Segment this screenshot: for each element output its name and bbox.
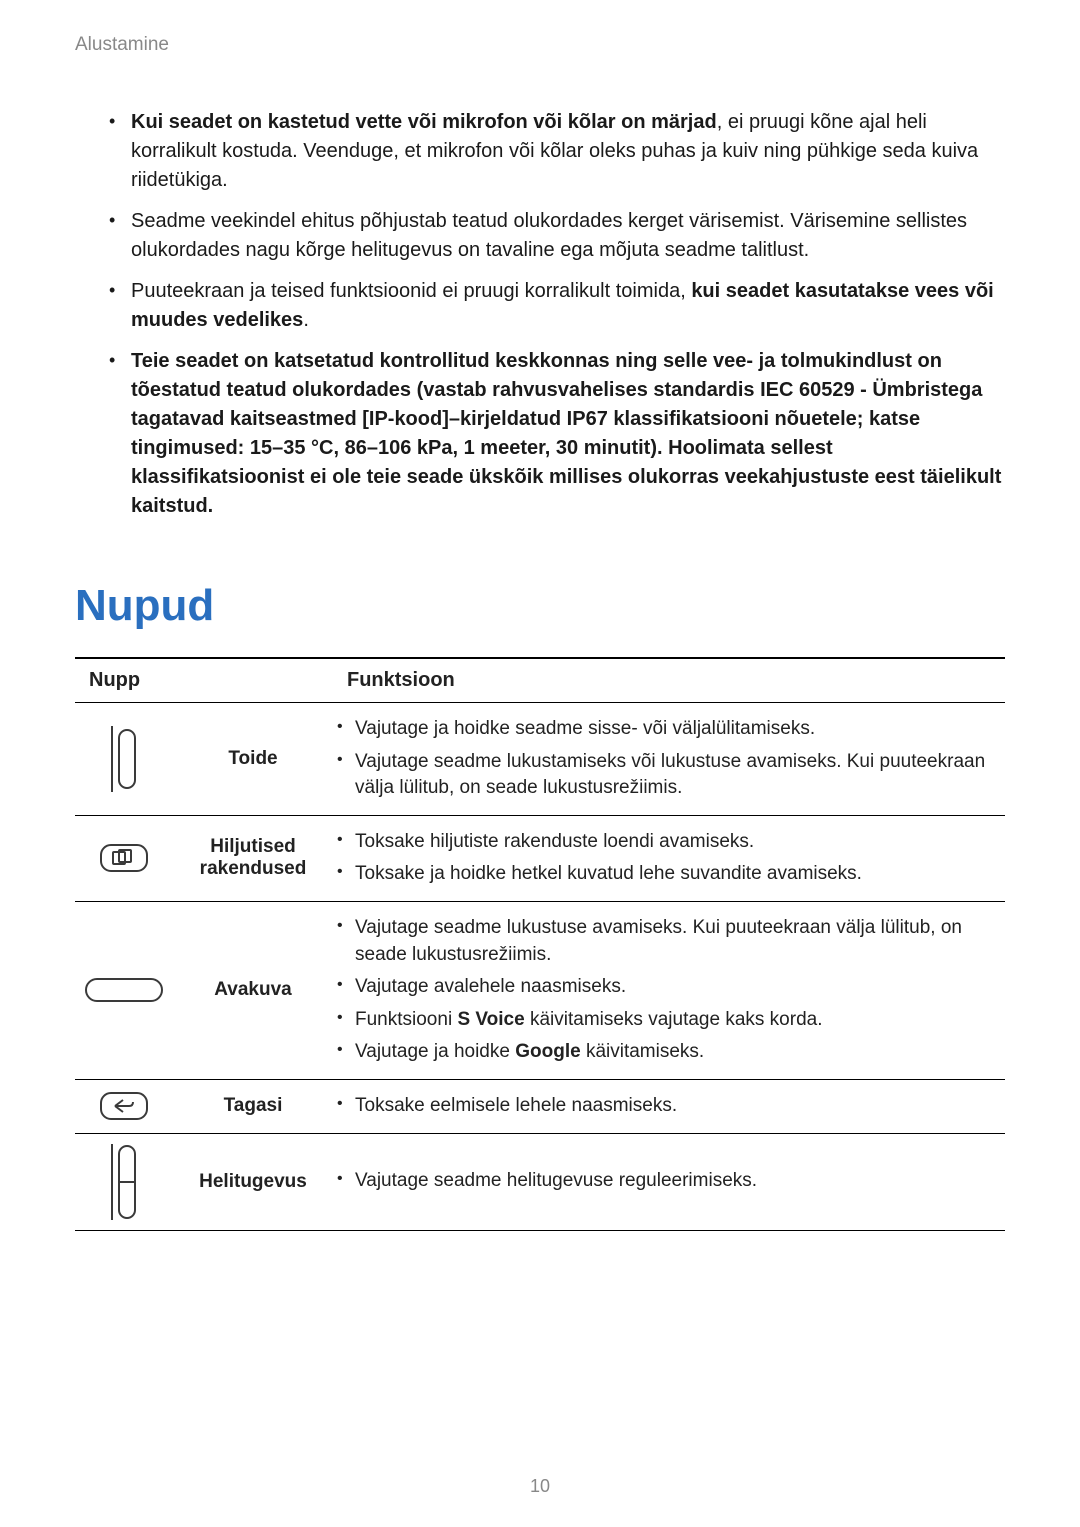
text-run: Teie seadet on katsetatud kontrollitud k… [131,350,1001,517]
text-run: Vajutage seadme lukustuse avamiseks. Kui… [355,917,962,965]
table-row: Toide Vajutage ja hoidke seadme sisse- võ… [75,703,1005,816]
key-label: Toide [173,703,333,816]
text-run: Kui seadet on kastetud vette või mikrofo… [131,111,717,133]
text-run: Vajutage seadme helitugevuse reguleerimi… [355,1170,757,1191]
key-label: Avakuva [173,901,333,1079]
key-function-cell: Toksake hiljutiste rakenduste loendi ava… [333,815,1005,901]
function-item: Toksake eelmisele lehele naasmiseks. [333,1090,995,1123]
text-run: Vajutage ja hoidke seadme sisse- või väl… [355,718,815,739]
key-function-cell: Vajutage seadme lukustuse avamiseks. Kui… [333,901,1005,1079]
breadcrumb-text: Alustamine [75,34,169,55]
section-heading: Nupud [75,581,1005,631]
text-run: Puuteekraan ja teised funktsioonid ei pr… [131,280,691,302]
table-row: Tagasi Toksake eelmisele lehele naasmisek… [75,1079,1005,1133]
text-run: Funktsiooni [355,1009,457,1030]
key-function-cell: Vajutage ja hoidke seadme sisse- või väl… [333,703,1005,816]
text-run: Toksake hiljutiste rakenduste loendi ava… [355,831,754,852]
function-item: Vajutage seadme lukustamiseks või lukust… [333,746,995,805]
function-item: Vajutage ja hoidke seadme sisse- või väl… [333,713,995,746]
function-list: Toksake eelmisele lehele naasmiseks. [333,1090,995,1123]
intro-bullet-list: Kui seadet on kastetud vette või mikrofo… [105,108,1005,521]
buttons-table: Nupp Funktsioon Toide Vajutage ja hoidke … [75,657,1005,1231]
function-list: Vajutage seadme lukustuse avamiseks. Kui… [333,912,995,1069]
key-function-cell: Toksake eelmisele lehele naasmiseks. [333,1079,1005,1133]
function-item: Vajutage ja hoidke Google käivitamiseks. [333,1036,995,1069]
key-label: Hiljutised rakendused [173,815,333,901]
power-icon [109,724,139,794]
function-item: Vajutage seadme helitugevuse reguleerimi… [333,1165,995,1198]
table-row: Avakuva Vajutage seadme lukustuse avamise… [75,901,1005,1079]
key-icon-cell [75,703,173,816]
text-run: käivitamiseks vajutage kaks korda. [525,1009,823,1030]
function-list: Vajutage ja hoidke seadme sisse- või väl… [333,713,995,805]
text-run: S Voice [457,1009,524,1030]
function-list: Vajutage seadme helitugevuse reguleerimi… [333,1165,995,1198]
recent-icon [99,843,149,873]
key-icon-cell [75,815,173,901]
text-run: Toksake eelmisele lehele naasmiseks. [355,1095,677,1116]
key-icon-cell [75,1079,173,1133]
intro-bullet: Teie seadet on katsetatud kontrollitud k… [105,347,1005,521]
key-label: Tagasi [173,1079,333,1133]
text-run: Seadme veekindel ehitus põhjustab teatud… [131,210,967,261]
key-label: Helitugevus [173,1133,333,1230]
function-item: Vajutage avalehele naasmiseks. [333,971,995,1004]
key-icon-cell [75,901,173,1079]
function-list: Toksake hiljutiste rakenduste loendi ava… [333,826,995,891]
volume-icon [109,1142,139,1222]
function-item: Vajutage seadme lukustuse avamiseks. Kui… [333,912,995,971]
table-row: Helitugevus Vajutage seadme helitugevuse … [75,1133,1005,1230]
text-run: Toksake ja hoidke hetkel kuvatud lehe su… [355,863,862,884]
table-row: Hiljutised rakendused Toksake hiljutiste … [75,815,1005,901]
breadcrumb: Alustamine [75,34,1005,56]
key-icon-cell [75,1133,173,1230]
page-number: 10 [0,1476,1080,1497]
text-run: Vajutage seadme lukustamiseks või lukust… [355,751,985,799]
intro-bullet: Puuteekraan ja teised funktsioonid ei pr… [105,277,1005,335]
text-run: Google [515,1041,580,1062]
text-run: Vajutage ja hoidke [355,1041,515,1062]
back-icon [99,1091,149,1121]
function-item: Funktsiooni S Voice käivitamiseks vajuta… [333,1004,995,1037]
text-run: käivitamiseks. [581,1041,705,1062]
intro-bullet: Kui seadet on kastetud vette või mikrofo… [105,108,1005,195]
table-header-func: Funktsioon [333,658,1005,703]
table-header-key: Nupp [75,658,333,703]
text-run: . [303,309,309,331]
home-icon [84,977,164,1003]
function-item: Toksake ja hoidke hetkel kuvatud lehe su… [333,858,995,891]
function-item: Toksake hiljutiste rakenduste loendi ava… [333,826,995,859]
text-run: Vajutage avalehele naasmiseks. [355,976,626,997]
intro-bullet: Seadme veekindel ehitus põhjustab teatud… [105,207,1005,265]
key-function-cell: Vajutage seadme helitugevuse reguleerimi… [333,1133,1005,1230]
